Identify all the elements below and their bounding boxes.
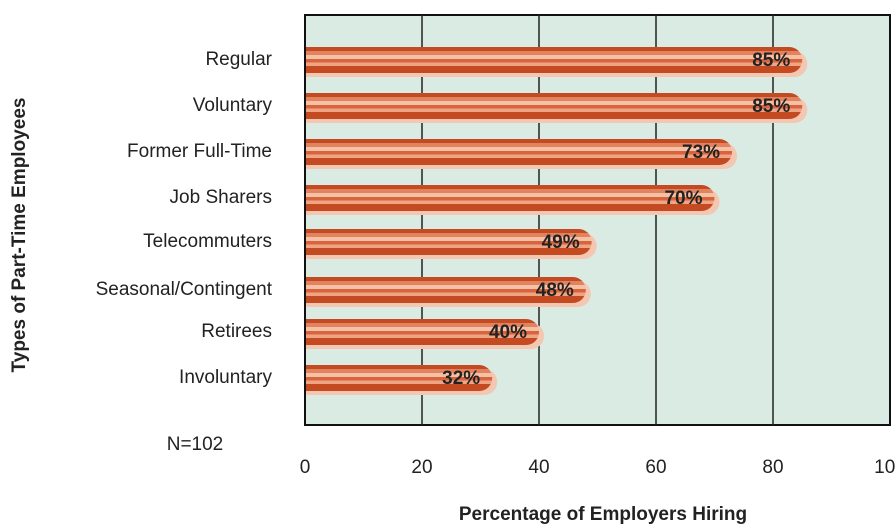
bar <box>306 319 539 345</box>
y-tick-label: Involuntary <box>179 367 272 388</box>
y-tick-label: Job Sharers <box>170 187 272 208</box>
x-axis-title: Percentage of Employers Hiring <box>459 504 747 525</box>
data-label: 49% <box>542 232 580 253</box>
y-tick-label: Former Full-Time <box>127 141 272 162</box>
x-tick-label: 60 <box>645 457 666 478</box>
bar <box>306 139 733 165</box>
data-label: 70% <box>664 188 702 209</box>
data-label: 85% <box>752 50 790 71</box>
data-label: 85% <box>752 96 790 117</box>
data-label: 48% <box>536 280 574 301</box>
bar <box>306 47 803 73</box>
bar <box>306 93 803 120</box>
x-tick-label: 0 <box>300 457 311 478</box>
bar <box>306 229 592 255</box>
x-tick-label: 20 <box>411 457 432 478</box>
bar <box>306 185 715 211</box>
x-tick-label: 40 <box>528 457 549 478</box>
data-label: 73% <box>682 142 720 163</box>
y-tick-label: Retirees <box>201 321 272 342</box>
bar <box>306 365 493 391</box>
y-tick-label: Telecommuters <box>143 231 272 252</box>
annotation: N=102 <box>167 434 224 455</box>
data-label: 32% <box>442 368 480 389</box>
y-tick-label: Voluntary <box>193 95 273 116</box>
y-axis-title: Types of Part-Time Employees <box>9 98 30 373</box>
y-tick-label: Regular <box>205 49 272 70</box>
plot-area <box>304 14 891 426</box>
x-tick-label: 100 <box>874 457 896 478</box>
y-tick-label: Seasonal/Contingent <box>96 279 273 300</box>
data-label: 40% <box>489 322 527 343</box>
x-tick-label: 80 <box>762 457 783 478</box>
bar <box>306 277 586 303</box>
